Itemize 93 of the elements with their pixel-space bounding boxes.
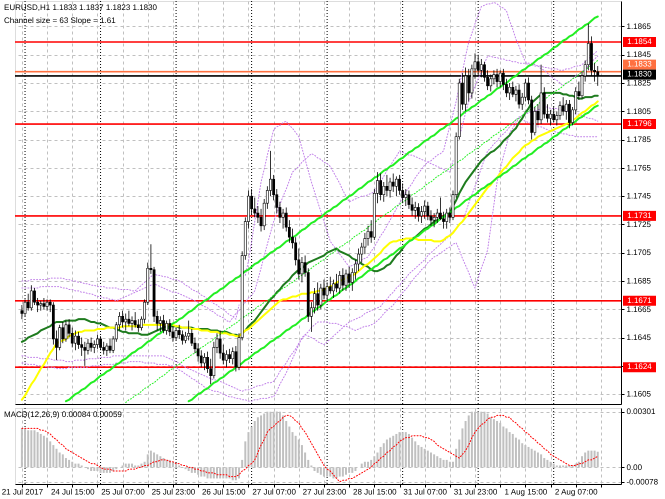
ref-line-label: 1.1854 bbox=[627, 37, 652, 46]
candlestick bbox=[83, 341, 86, 366]
candlestick bbox=[90, 337, 93, 352]
candlestick bbox=[225, 350, 228, 368]
candlestick bbox=[404, 188, 408, 206]
candlestick bbox=[518, 84, 520, 109]
candlestick bbox=[549, 109, 552, 126]
y-tick-label: -0.00078 bbox=[626, 477, 659, 486]
candlestick bbox=[379, 173, 382, 201]
candlestick bbox=[162, 314, 165, 334]
candlestick bbox=[416, 202, 420, 222]
ref-line-label: 1.1830 bbox=[627, 70, 652, 79]
candlestick bbox=[514, 85, 518, 102]
candlestick bbox=[96, 334, 99, 350]
x-tick-label: 24 Jul 15:00 bbox=[50, 488, 96, 496]
candlestick bbox=[130, 316, 134, 331]
chart-title: EURUSD,H1 1.1833 1.1837 1.1823 1.1830 bbox=[4, 3, 158, 12]
y-tick-label: 1.1665 bbox=[626, 304, 652, 314]
x-tick-label: 25 Jul 23:00 bbox=[152, 488, 196, 496]
candlestick bbox=[134, 312, 137, 328]
x-tick-label: 31 Jul 07:00 bbox=[403, 488, 448, 496]
line-series bbox=[188, 104, 599, 402]
candlestick bbox=[388, 177, 392, 198]
candlestick bbox=[61, 322, 64, 344]
candlestick bbox=[187, 320, 190, 341]
candlestick bbox=[394, 176, 398, 197]
candlestick bbox=[165, 320, 168, 336]
candlestick bbox=[228, 348, 231, 364]
candlestick bbox=[386, 174, 388, 197]
candlestick bbox=[445, 208, 448, 230]
y-tick-label: 1.1825 bbox=[626, 78, 652, 88]
ref-line-label: 1.1731 bbox=[627, 210, 652, 220]
x-tick-label: 31 Jul 23:00 bbox=[454, 488, 498, 496]
y-tick-label: 1.1725 bbox=[626, 220, 652, 229]
candlestick bbox=[316, 282, 320, 312]
candlestick bbox=[30, 284, 33, 312]
candlestick bbox=[127, 310, 130, 327]
candlestick bbox=[108, 338, 112, 354]
candlestick bbox=[423, 200, 426, 220]
x-tick-label: 1 Aug 15:00 bbox=[504, 488, 548, 496]
candlestick bbox=[300, 256, 304, 283]
y-tick-label: 1.1785 bbox=[626, 135, 652, 144]
candlestick bbox=[20, 304, 24, 320]
candlestick bbox=[542, 86, 546, 119]
x-tick-label: 28 Jul 15:00 bbox=[353, 488, 398, 496]
candlestick bbox=[568, 100, 571, 129]
candlestick bbox=[64, 320, 68, 342]
x-tick-label: 21 Jul 2017 bbox=[2, 488, 44, 496]
y-tick-label: 1.1805 bbox=[626, 106, 652, 116]
y-tick-label: 1.1845 bbox=[626, 50, 652, 60]
line-series bbox=[20, 92, 599, 343]
ref-line-label: 1.1833 bbox=[627, 60, 652, 69]
x-tick-label: 26 Jul 15:00 bbox=[202, 488, 246, 496]
candlestick bbox=[432, 212, 436, 228]
candlestick bbox=[158, 316, 162, 332]
y-tick-label: 1.1765 bbox=[626, 163, 652, 172]
candlestick bbox=[348, 266, 351, 288]
y-tick-label: 0.00301 bbox=[626, 407, 656, 416]
candlestick bbox=[46, 298, 48, 312]
candlestick bbox=[42, 298, 46, 310]
chart-title: MACD(12,26,9) 0.00084 0.00059 bbox=[4, 410, 122, 419]
candlestick bbox=[319, 283, 322, 310]
candlestick bbox=[508, 82, 512, 100]
candlestick bbox=[282, 208, 284, 230]
candlestick bbox=[338, 270, 342, 294]
candlestick bbox=[39, 300, 42, 312]
candlestick bbox=[562, 96, 565, 116]
y-tick-label: 1.1685 bbox=[626, 276, 652, 286]
candlestick bbox=[203, 352, 206, 370]
x-tick-label: 27 Jul 07:00 bbox=[252, 488, 296, 496]
y-tick-label: 1.1865 bbox=[626, 22, 652, 31]
ref-line-label: 1.1671 bbox=[627, 296, 652, 305]
candlestick bbox=[74, 330, 77, 351]
candlestick bbox=[414, 201, 417, 220]
y-tick-label: 0.00 bbox=[626, 462, 643, 472]
y-tick-label: 1.1645 bbox=[626, 333, 652, 342]
candlestick bbox=[124, 313, 128, 331]
x-tick-label: 27 Jul 23:00 bbox=[302, 488, 347, 496]
x-tick-label: 2 Aug 07:00 bbox=[554, 488, 598, 496]
line-series bbox=[125, 60, 598, 404]
y-tick-label: 1.1605 bbox=[626, 390, 652, 399]
ref-line-label: 1.1796 bbox=[627, 119, 652, 128]
candlestick bbox=[344, 269, 348, 292]
ref-line-label: 1.1624 bbox=[627, 362, 652, 372]
candlestick bbox=[105, 342, 108, 356]
x-tick-label: 25 Jul 07:00 bbox=[101, 488, 146, 496]
candlestick bbox=[392, 173, 395, 192]
text: Channel size = 63 Slope = 1.61 bbox=[4, 16, 116, 25]
candlestick bbox=[341, 268, 344, 292]
candlestick bbox=[121, 310, 124, 328]
y-tick-label: 1.1705 bbox=[626, 248, 652, 258]
candlestick bbox=[335, 274, 338, 293]
y-tick-label: 1.1745 bbox=[626, 192, 652, 201]
